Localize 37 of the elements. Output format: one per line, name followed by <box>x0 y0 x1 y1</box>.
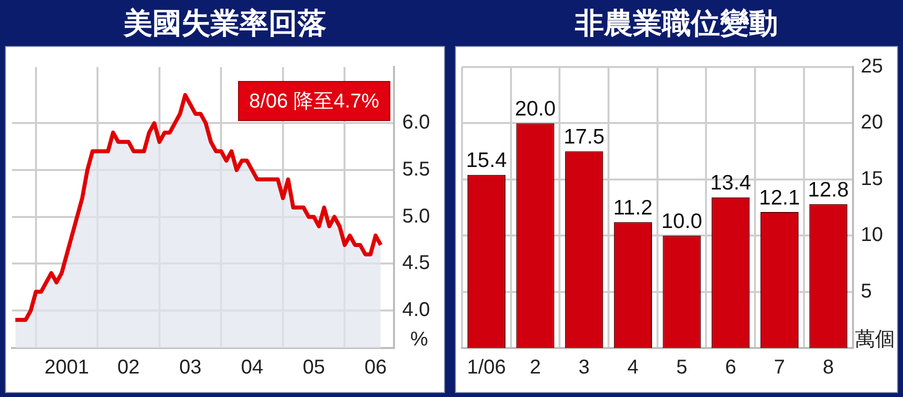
y-tick-label: 15 <box>860 168 884 190</box>
text: 20.0 <box>514 97 556 120</box>
x-tick-label: 6 <box>725 356 736 379</box>
text: 11.2 <box>613 196 653 220</box>
y-tick-label: 6.0 <box>402 112 430 134</box>
x-tick-label: 7 <box>774 356 786 379</box>
y-tick-label: 5 <box>860 280 872 302</box>
x-tick-label: 2001 <box>44 356 90 379</box>
y-tick-label: 25 <box>860 56 884 78</box>
y-tick-label: 4.5 <box>402 252 430 274</box>
y-axis-title: 萬個 <box>854 328 895 351</box>
x-tick-label: 06 <box>364 356 387 379</box>
y-axis-title: % <box>410 328 428 351</box>
text: 12.8 <box>808 178 849 202</box>
x-tick-label: 02 <box>117 356 140 379</box>
x-tick-label: 5 <box>676 356 688 379</box>
text: 17.5 <box>564 126 605 149</box>
x-tick-label: 03 <box>179 356 202 379</box>
x-tick-label: 2 <box>530 356 541 379</box>
x-tick-label: 04 <box>240 356 264 379</box>
x-tick-label: 8 <box>822 356 834 379</box>
x-tick-label: 05 <box>302 356 325 379</box>
text: 10.0 <box>661 210 702 233</box>
annotation: 8/06 降至4.7% <box>249 90 380 113</box>
y-tick-label: 5.5 <box>402 158 430 181</box>
y-tick-label: 4.0 <box>402 299 430 322</box>
text: 12.1 <box>759 186 800 210</box>
y-tick-label: 10 <box>860 224 884 246</box>
text: 13.4 <box>710 172 752 195</box>
chart-title: 美國失業率回落 <box>122 5 328 42</box>
y-tick-label: 5.0 <box>402 205 430 228</box>
text: 15.4 <box>466 149 507 172</box>
x-tick-label: 1/06 <box>466 356 506 379</box>
y-tick-label: 20 <box>860 112 884 134</box>
chart-title: 非農業職位變動 <box>574 5 779 42</box>
x-tick-label: 4 <box>627 356 639 379</box>
x-tick-label: 3 <box>578 356 590 379</box>
